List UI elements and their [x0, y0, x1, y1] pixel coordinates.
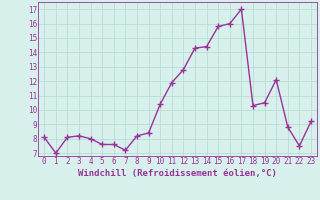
- X-axis label: Windchill (Refroidissement éolien,°C): Windchill (Refroidissement éolien,°C): [78, 169, 277, 178]
